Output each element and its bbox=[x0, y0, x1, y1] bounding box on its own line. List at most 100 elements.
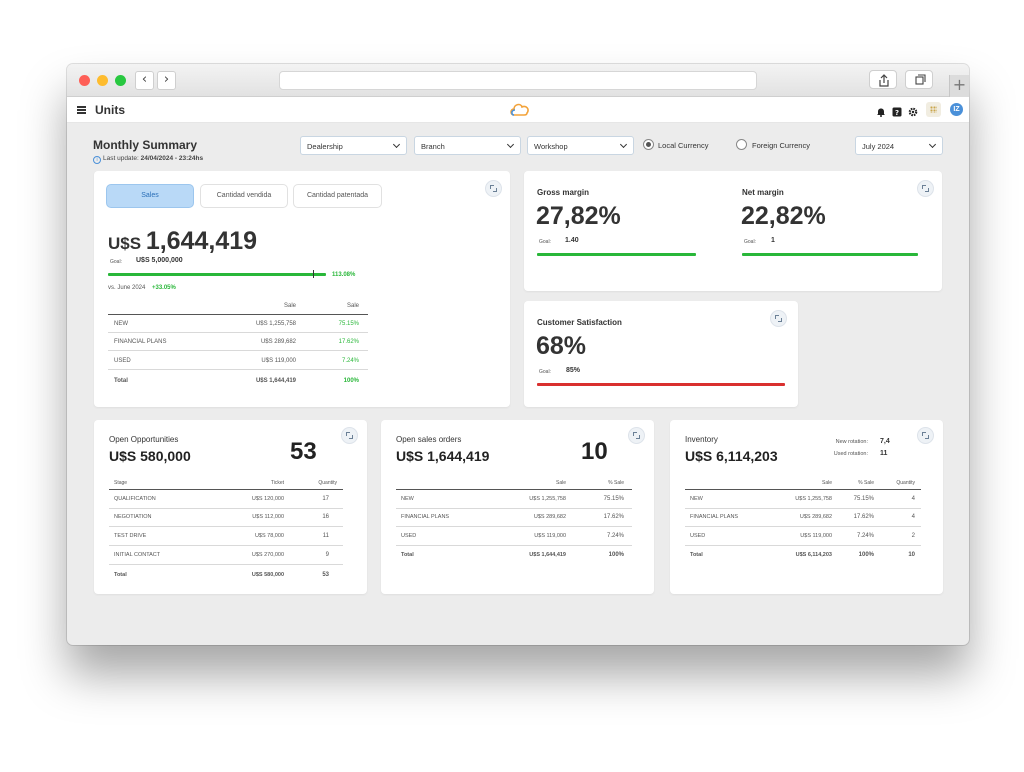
tab-cantidad-vendida[interactable]: Cantidad vendida bbox=[200, 184, 288, 208]
table-divider bbox=[108, 369, 368, 370]
row-label: USED bbox=[114, 358, 131, 364]
back-button[interactable]: ‹ bbox=[135, 71, 154, 90]
expand-icon[interactable] bbox=[917, 427, 934, 444]
table-divider bbox=[109, 564, 343, 565]
workshop-select-value: Workshop bbox=[534, 142, 568, 151]
row-label: USED bbox=[401, 533, 417, 539]
column-header-sale: Sale bbox=[821, 480, 832, 486]
row-pct: 7.24% bbox=[606, 533, 624, 539]
total-ticket: U$S 580,000 bbox=[251, 572, 284, 578]
table-divider bbox=[685, 489, 921, 490]
row-qty: 4 bbox=[911, 496, 915, 502]
zoom-window-button[interactable] bbox=[115, 75, 126, 86]
plus-icon: + bbox=[952, 75, 967, 94]
table-divider bbox=[109, 545, 343, 546]
apps-grid-icon[interactable] bbox=[926, 102, 941, 117]
share-button[interactable] bbox=[869, 70, 897, 89]
menu-icon[interactable] bbox=[77, 106, 86, 114]
forward-button[interactable]: › bbox=[157, 71, 176, 90]
row-qty: 4 bbox=[911, 514, 915, 520]
gross-margin-value: 27,82% bbox=[536, 202, 621, 230]
total-qty: 53 bbox=[322, 572, 329, 578]
row-ticket: U$S 78,000 bbox=[254, 533, 284, 539]
total-pct: 100% bbox=[343, 378, 359, 384]
total-label: Total bbox=[114, 378, 128, 384]
expand-icon[interactable] bbox=[485, 180, 502, 197]
tabs-icon bbox=[915, 74, 926, 85]
row-pct: 7.24% bbox=[341, 358, 359, 364]
orders-card: Open sales orders U$S 1,644,419 10 Sale … bbox=[381, 420, 654, 594]
branch-select[interactable]: Branch bbox=[414, 136, 521, 155]
opportunities-card: Open Opportunities U$S 580,000 53 Stage … bbox=[94, 420, 367, 594]
gross-margin-title: Gross margin bbox=[537, 188, 590, 197]
tab-cantidad-patentada[interactable]: Cantidad patentada bbox=[293, 184, 382, 208]
table-divider bbox=[108, 332, 368, 333]
browser-toolbar: ‹ › + bbox=[67, 64, 969, 97]
help-icon[interactable]: ? bbox=[892, 104, 902, 117]
page-title: Monthly Summary bbox=[93, 138, 198, 152]
row-pct: 17.62% bbox=[853, 514, 874, 520]
column-header-pct-sale: % Sale bbox=[608, 480, 624, 486]
total-amount: U$S 1,644,419 bbox=[255, 378, 296, 384]
used-rotation-value: 11 bbox=[880, 450, 888, 457]
row-sale: U$S 119,000 bbox=[800, 533, 832, 539]
total-pct: 100% bbox=[858, 552, 874, 558]
period-select[interactable]: July 2024 bbox=[855, 136, 943, 155]
new-rotation-value: 7,4 bbox=[880, 438, 890, 445]
row-qty: 2 bbox=[911, 533, 915, 539]
gear-icon[interactable] bbox=[908, 104, 918, 117]
total-qty: 10 bbox=[908, 552, 915, 558]
bell-icon[interactable] bbox=[876, 104, 886, 117]
row-qty: 9 bbox=[325, 552, 329, 558]
table-divider bbox=[396, 508, 632, 509]
last-update: i Last update: 24/04/2024 - 23:24hs bbox=[93, 155, 203, 164]
table-divider bbox=[396, 545, 632, 546]
row-pct: 7.24% bbox=[856, 533, 874, 539]
row-ticket: U$S 120,000 bbox=[251, 496, 284, 502]
workshop-select[interactable]: Workshop bbox=[527, 136, 634, 155]
row-amount: U$S 289,682 bbox=[260, 339, 296, 345]
local-currency-label[interactable]: Local Currency bbox=[658, 141, 709, 150]
table-divider bbox=[685, 526, 921, 527]
column-header-sale: Sale bbox=[346, 303, 359, 309]
foreign-currency-radio[interactable] bbox=[736, 139, 747, 150]
expand-icon[interactable] bbox=[341, 427, 358, 444]
table-divider bbox=[108, 314, 368, 315]
expand-icon[interactable] bbox=[770, 310, 787, 327]
sales-currency: U$S bbox=[108, 234, 142, 253]
row-pct: 17.62% bbox=[603, 514, 624, 520]
row-ticket: U$S 112,000 bbox=[252, 514, 284, 520]
column-header-sale: Sale bbox=[283, 303, 296, 309]
sales-card: Sales Cantidad vendida Cantidad patentad… bbox=[94, 171, 510, 407]
row-qty: 11 bbox=[322, 533, 329, 539]
avatar[interactable]: IZ bbox=[950, 103, 963, 116]
foreign-currency-label[interactable]: Foreign Currency bbox=[752, 141, 810, 150]
inventory-title: Inventory bbox=[685, 435, 718, 444]
minimize-window-button[interactable] bbox=[97, 75, 108, 86]
satisfaction-goal-label: Goal: bbox=[539, 369, 551, 375]
row-label: FINANCIAL PLANS bbox=[114, 339, 167, 345]
row-amount: U$S 1,255,758 bbox=[255, 321, 296, 327]
column-header-pct-sale: % Sale bbox=[858, 480, 874, 486]
satisfaction-card: Customer Satisfaction 68% Goal: 85% bbox=[524, 301, 798, 407]
total-sale: U$S 6,114,203 bbox=[795, 552, 832, 558]
address-bar[interactable] bbox=[279, 71, 757, 90]
tab-sales[interactable]: Sales bbox=[106, 184, 194, 208]
tabs-overview-button[interactable] bbox=[905, 70, 933, 89]
dealership-select[interactable]: Dealership bbox=[300, 136, 407, 155]
total-label: Total bbox=[114, 572, 127, 578]
new-tab-button[interactable]: + bbox=[949, 75, 969, 97]
close-window-button[interactable] bbox=[79, 75, 90, 86]
expand-icon[interactable] bbox=[628, 427, 645, 444]
row-label: NEW bbox=[401, 496, 414, 502]
opportunities-title: Open Opportunities bbox=[109, 435, 179, 444]
column-header-quantity: Quantity bbox=[896, 480, 915, 486]
local-currency-radio[interactable] bbox=[643, 139, 654, 150]
expand-icon[interactable] bbox=[917, 180, 934, 197]
row-label: FINANCIAL PLANS bbox=[401, 514, 450, 520]
row-sale: U$S 119,000 bbox=[534, 533, 566, 539]
column-header-sale: Sale bbox=[555, 480, 566, 486]
satisfaction-value: 68% bbox=[536, 332, 587, 360]
orders-count: 10 bbox=[581, 438, 608, 465]
period-select-value: July 2024 bbox=[862, 142, 895, 151]
